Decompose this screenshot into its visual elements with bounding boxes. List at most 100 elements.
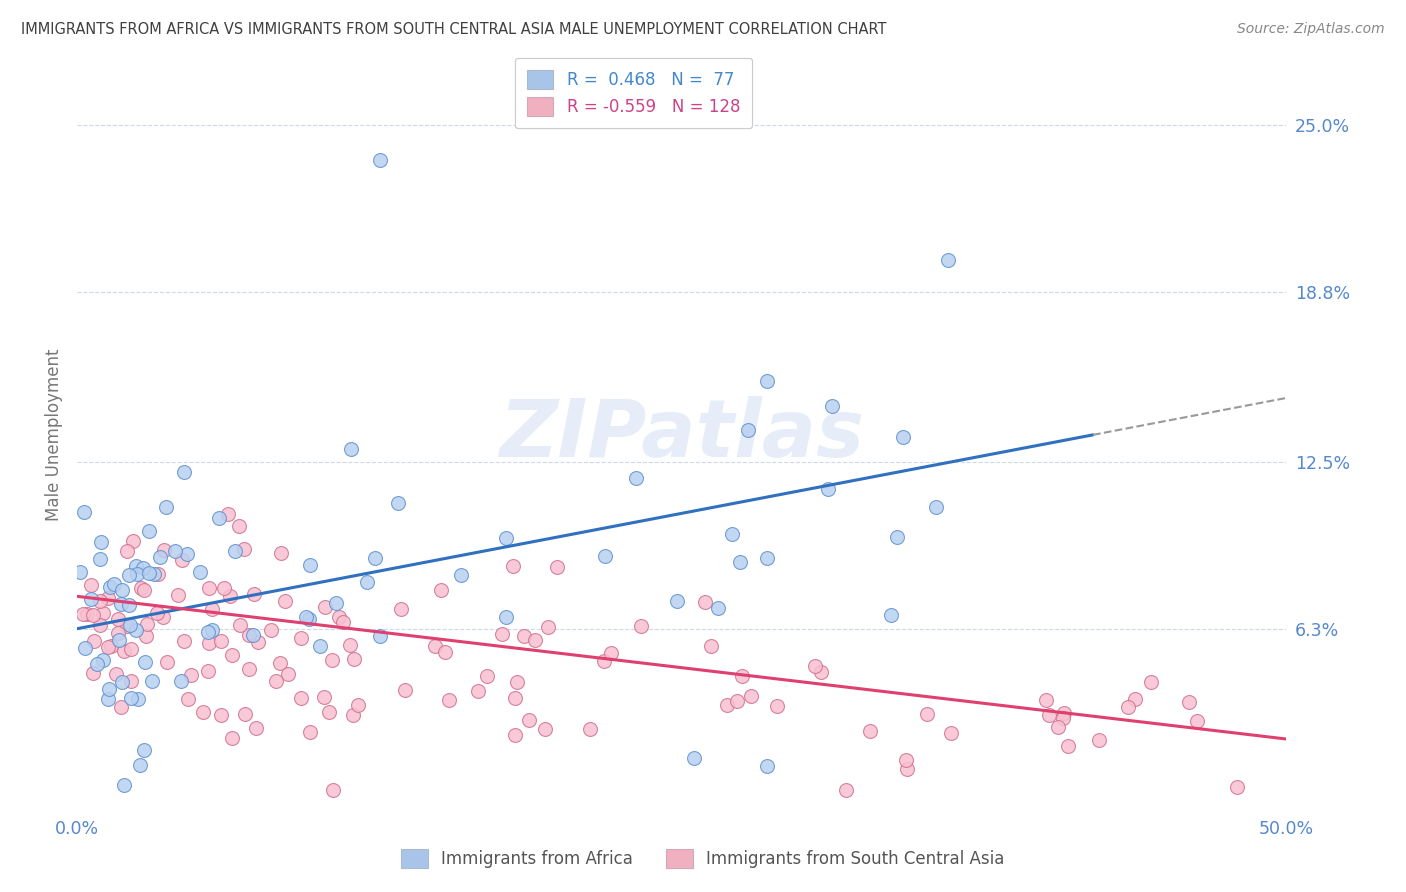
- Point: [810, 665, 832, 679]
- Point: [232, 542, 254, 557]
- Point: [894, 753, 917, 767]
- Point: [173, 465, 195, 479]
- Point: [513, 629, 536, 643]
- Point: [107, 626, 129, 640]
- Point: [111, 583, 134, 598]
- Point: [915, 706, 938, 721]
- Point: [270, 546, 292, 560]
- Legend: R =  0.468   N =  77, R = -0.559   N = 128: R = 0.468 N = 77, R = -0.559 N = 128: [515, 58, 752, 128]
- Point: [495, 609, 517, 624]
- Point: [290, 691, 312, 706]
- Y-axis label: Male Unemployment: Male Unemployment: [45, 349, 63, 521]
- Point: [343, 652, 366, 666]
- Point: [155, 500, 177, 514]
- Point: [1052, 711, 1074, 725]
- Point: [1185, 714, 1208, 728]
- Point: [475, 669, 498, 683]
- Point: [624, 471, 647, 485]
- Point: [859, 723, 882, 738]
- Point: [238, 662, 260, 676]
- Point: [97, 681, 120, 696]
- Point: [146, 567, 169, 582]
- Point: [153, 543, 176, 558]
- Point: [145, 607, 167, 621]
- Point: [115, 544, 138, 558]
- Point: [112, 778, 135, 792]
- Point: [209, 633, 232, 648]
- Point: [325, 596, 347, 610]
- Point: [600, 646, 623, 660]
- Point: [755, 374, 778, 388]
- Point: [90, 535, 112, 549]
- Point: [821, 399, 844, 413]
- Point: [298, 611, 321, 625]
- Point: [394, 682, 416, 697]
- Text: ZIPatlas: ZIPatlas: [499, 396, 865, 474]
- Point: [80, 578, 103, 592]
- Point: [666, 594, 689, 608]
- Text: IMMIGRANTS FROM AFRICA VS IMMIGRANTS FROM SOUTH CENTRAL ASIA MALE UNEMPLOYMENT C: IMMIGRANTS FROM AFRICA VS IMMIGRANTS FRO…: [21, 22, 887, 37]
- Point: [86, 657, 108, 671]
- Point: [728, 555, 751, 569]
- Point: [737, 423, 759, 437]
- Point: [120, 618, 142, 632]
- Point: [725, 694, 748, 708]
- Point: [1047, 720, 1070, 734]
- Point: [1057, 739, 1080, 753]
- Point: [152, 609, 174, 624]
- Point: [148, 549, 170, 564]
- Point: [328, 610, 350, 624]
- Point: [167, 588, 190, 602]
- Point: [630, 619, 652, 633]
- Point: [364, 551, 387, 566]
- Point: [347, 698, 370, 712]
- Point: [209, 707, 232, 722]
- Point: [277, 667, 299, 681]
- Point: [129, 581, 152, 595]
- Point: [495, 531, 517, 545]
- Point: [177, 692, 200, 706]
- Point: [368, 153, 391, 168]
- Point: [107, 612, 129, 626]
- Point: [110, 699, 132, 714]
- Point: [131, 561, 153, 575]
- Point: [339, 639, 361, 653]
- Point: [755, 759, 778, 773]
- Point: [91, 653, 114, 667]
- Point: [700, 639, 723, 653]
- Point: [120, 673, 142, 688]
- Point: [1177, 694, 1199, 708]
- Point: [125, 567, 148, 582]
- Point: [693, 595, 716, 609]
- Point: [707, 600, 730, 615]
- Point: [896, 762, 918, 776]
- Point: [242, 627, 264, 641]
- Point: [134, 582, 156, 597]
- Point: [108, 632, 131, 647]
- Point: [245, 722, 267, 736]
- Point: [1116, 699, 1139, 714]
- Point: [98, 580, 121, 594]
- Point: [579, 723, 602, 737]
- Point: [229, 618, 252, 632]
- Point: [546, 560, 568, 574]
- Point: [264, 673, 287, 688]
- Point: [312, 690, 335, 705]
- Point: [437, 692, 460, 706]
- Point: [1226, 780, 1249, 794]
- Point: [118, 598, 141, 612]
- Point: [886, 530, 908, 544]
- Point: [197, 624, 219, 639]
- Point: [89, 594, 111, 608]
- Point: [121, 533, 143, 548]
- Point: [138, 524, 160, 538]
- Point: [936, 252, 959, 267]
- Point: [69, 566, 91, 580]
- Point: [467, 684, 489, 698]
- Point: [269, 656, 291, 670]
- Point: [505, 674, 527, 689]
- Point: [314, 599, 336, 614]
- Text: Source: ZipAtlas.com: Source: ZipAtlas.com: [1237, 22, 1385, 37]
- Point: [129, 758, 152, 772]
- Point: [246, 635, 269, 649]
